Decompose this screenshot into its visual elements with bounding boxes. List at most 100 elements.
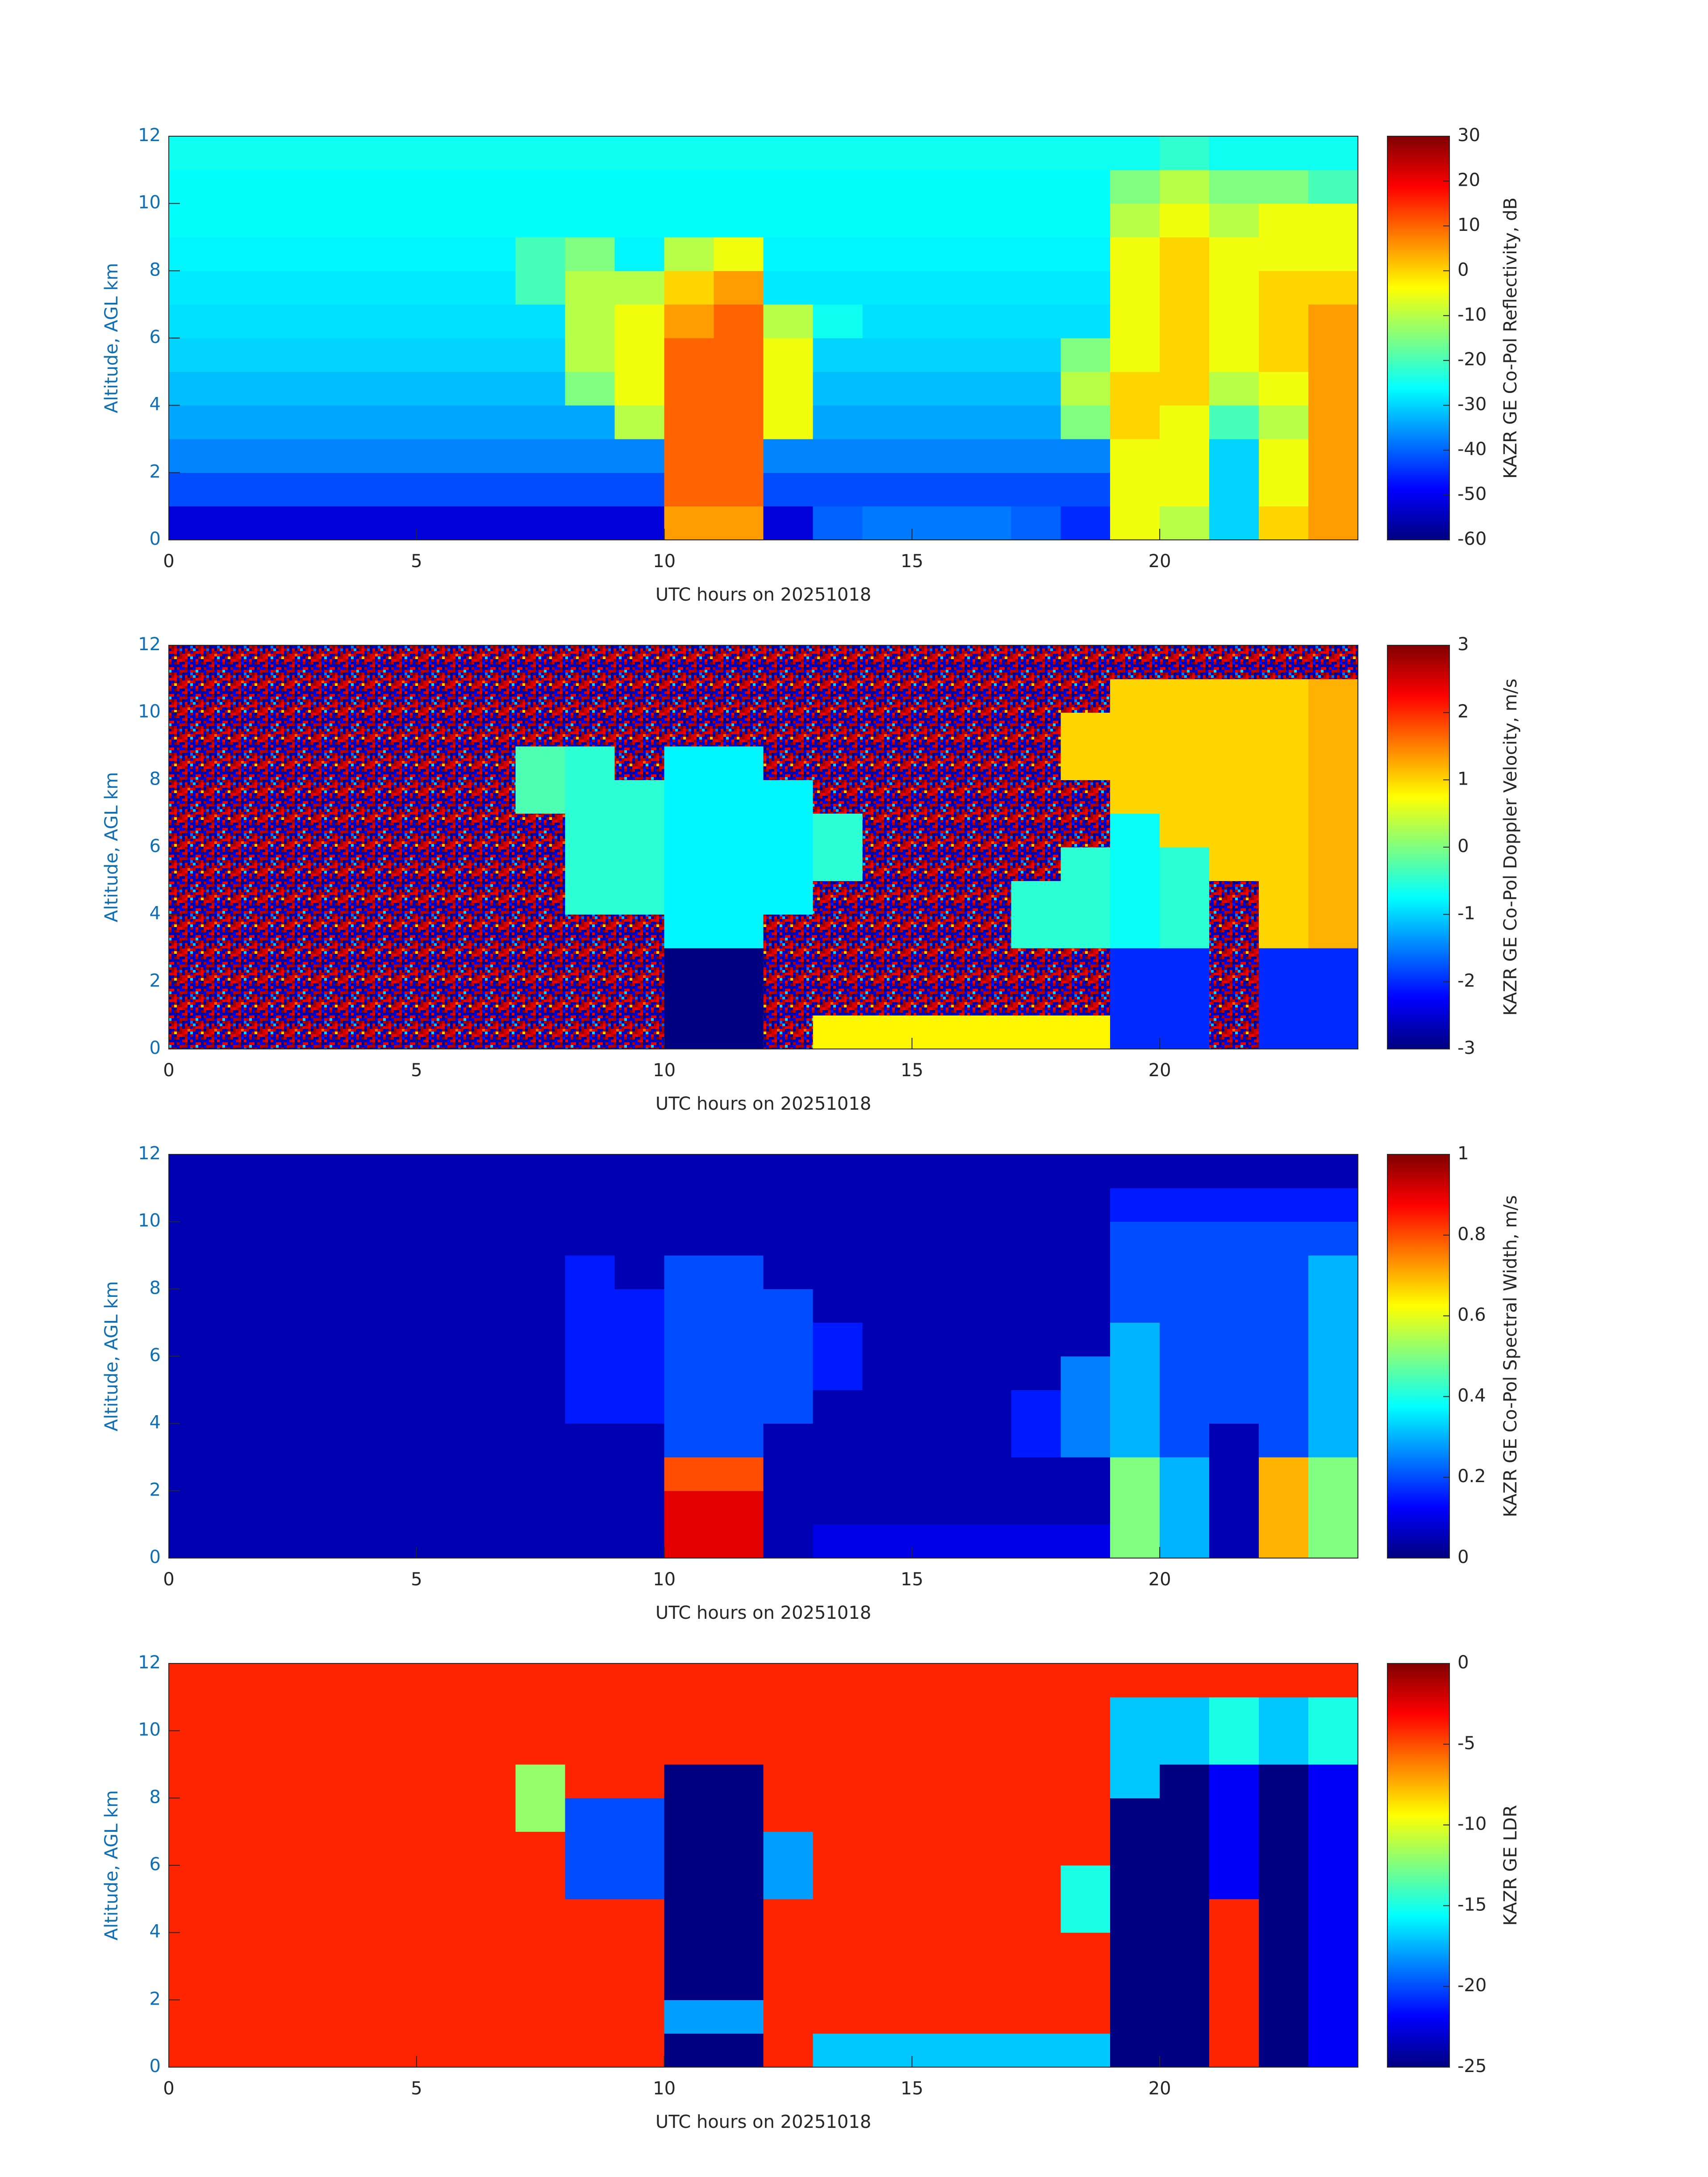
noise-cell [218,712,268,747]
noise-cell [267,948,318,982]
heatmap-cell [1160,982,1210,1016]
heatmap-cell [714,1524,764,1559]
noise-cell [267,679,318,713]
heatmap-cell [1011,914,1061,949]
noise-cell [416,746,467,780]
heatmap-cell [664,1764,714,1798]
heatmap-cell [466,439,516,473]
heatmap-cell [317,2000,367,2034]
heatmap-cell [466,1966,516,2000]
heatmap-cell [565,1154,615,1188]
heatmap-cell [664,1730,714,1765]
heatmap-cell [1308,1356,1358,1390]
heatmap-cell [1110,338,1160,372]
heatmap-cell [1110,304,1160,338]
x-tick-label: 20 [1148,551,1171,572]
heatmap-cell [1110,2000,1160,2034]
heatmap-cell [169,1390,219,1424]
noise-cell [813,746,863,780]
heatmap-cell [664,1423,714,1458]
heatmap-cell [664,304,714,338]
heatmap-cell [169,136,219,170]
heatmap-cell [862,1356,912,1390]
heatmap-cell [862,439,912,473]
heatmap-cell [961,271,1011,305]
heatmap-cell [614,1255,665,1289]
heatmap-cell [515,1457,566,1491]
noise-cell [169,881,219,915]
y-axis-label: Altitude, AGL km [101,1281,122,1432]
heatmap-cell [416,1899,467,1933]
heatmap-cell [1110,1289,1160,1323]
heatmap-cell [813,1865,863,1899]
heatmap-cell [763,2033,813,2068]
heatmap-cell [466,1697,516,1731]
x-tick-label: 5 [411,2078,422,2099]
heatmap-cell [1110,1865,1160,1899]
noise-cell [763,1015,813,1049]
colorbar-tick-label: 0.8 [1457,1224,1486,1245]
heatmap-cell [218,1697,268,1731]
heatmap-cell [1209,1932,1259,1967]
heatmap-cell [218,1798,268,1832]
noise-cell [367,982,417,1016]
heatmap-cell [1160,948,1210,982]
heatmap-cell [565,881,615,915]
noise-cell [813,914,863,949]
heatmap-cell [813,1356,863,1390]
heatmap-cell [813,1221,863,1256]
heatmap-cell [714,1188,764,1222]
heatmap-cell [961,1221,1011,1256]
y-tick-label: 6 [150,1345,161,1366]
noise-cell [169,914,219,949]
heatmap-cell [1308,237,1358,271]
heatmap-cell [1061,746,1111,780]
heatmap-cell [614,1154,665,1188]
heatmap-cell [367,1289,417,1323]
heatmap-cell [416,304,467,338]
heatmap-cell [218,1932,268,1967]
heatmap-cell [267,2033,318,2068]
heatmap-cell [466,1663,516,1697]
heatmap-cell [763,1966,813,2000]
heatmap-cell [912,1188,962,1222]
noise-cell [367,948,417,982]
heatmap-cell [862,136,912,170]
heatmap-cell [912,1289,962,1323]
heatmap-cell [218,1154,268,1188]
heatmap-cell [169,1255,219,1289]
colorbar-tick-label: 0 [1457,836,1469,857]
heatmap-cell [664,1491,714,1525]
heatmap-cell [1061,1697,1111,1731]
heatmap-cell [664,982,714,1016]
heatmap-cell [1160,170,1210,204]
heatmap-cell [961,1798,1011,1832]
heatmap-cell [515,136,566,170]
x-axis-label: UTC hours on 20251018 [656,1603,871,1623]
heatmap-cell [1160,1457,1210,1491]
heatmap-cell [1308,881,1358,915]
heatmap-cell [1110,1221,1160,1256]
heatmap-cell [912,1491,962,1525]
heatmap-cell [714,1491,764,1525]
heatmap-cell [1259,2000,1309,2034]
heatmap-cell [714,237,764,271]
heatmap-cell [267,304,318,338]
heatmap-cell [714,948,764,982]
heatmap-cell [664,847,714,881]
heatmap-cell [961,1457,1011,1491]
noise-cell [466,712,516,747]
heatmap-cell [367,405,417,439]
heatmap-cell [961,1966,1011,2000]
y-tick-label: 8 [150,259,161,280]
heatmap-cell [1061,372,1111,406]
heatmap-cell [416,405,467,439]
heatmap-cell [515,170,566,204]
heatmap-cell [813,203,863,238]
y-tick-label: 12 [138,125,161,146]
heatmap-cell [515,1831,566,1866]
heatmap-cell [565,847,615,881]
heatmap-cell [714,881,764,915]
heatmap-cell [466,1154,516,1188]
heatmap-cell [565,1390,615,1424]
